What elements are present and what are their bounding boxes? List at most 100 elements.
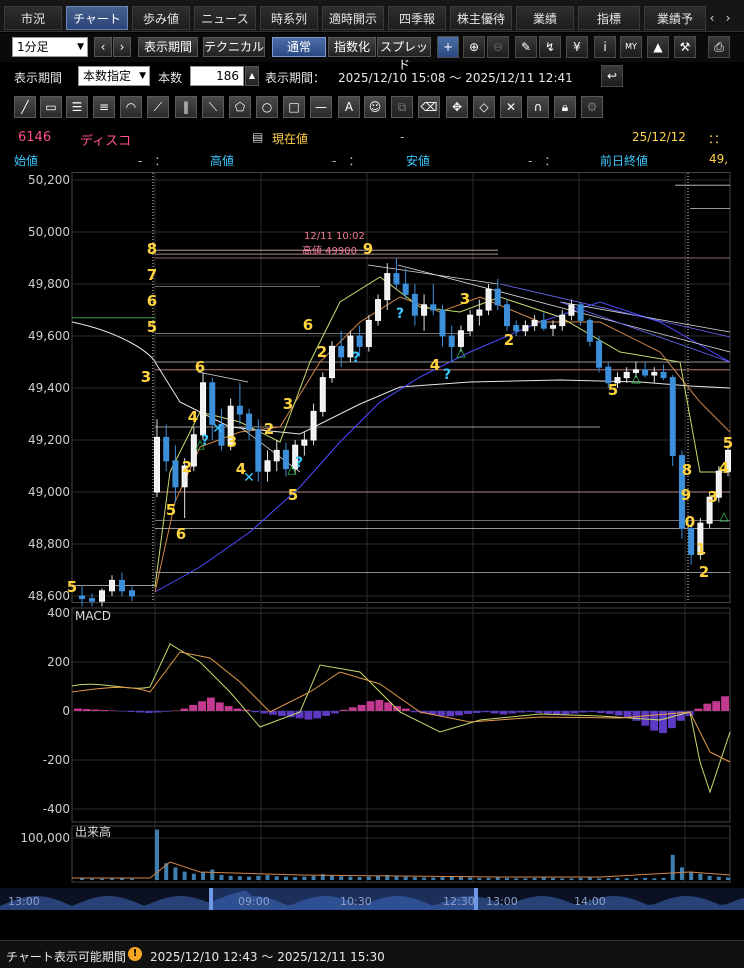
period-button[interactable]: 表示期間	[138, 37, 198, 57]
prev-button[interactable]: ‹	[94, 37, 112, 57]
navigator-window[interactable]	[212, 888, 476, 910]
tab-timeseries[interactable]: 時系列	[260, 6, 318, 30]
trendline-icon[interactable]: ╱	[14, 96, 36, 118]
tab-scroll-left-icon[interactable]: ‹	[709, 11, 715, 25]
pentagon-icon[interactable]: ⬠	[229, 96, 251, 118]
count-input[interactable]: 186	[190, 66, 244, 86]
hline-icon[interactable]: —	[310, 96, 332, 118]
nav-tick-1030: 10:30	[340, 895, 372, 908]
candle-body	[688, 527, 695, 555]
interval-select[interactable]: 1分足 ▼	[12, 37, 88, 57]
candle-body	[109, 579, 115, 592]
zoom-in-icon[interactable]: ⊕	[463, 36, 485, 58]
tab-earnings[interactable]: 業績	[516, 6, 574, 30]
ma-mid	[154, 301, 731, 593]
candle-body	[384, 273, 391, 301]
volume-panel	[71, 825, 731, 883]
technical-button[interactable]: テクニカル	[203, 37, 265, 57]
macd-tick-label: 0	[62, 704, 70, 718]
vlines-icon[interactable]: ‖	[175, 96, 197, 118]
gear-icon[interactable]: ⚙	[581, 96, 603, 118]
rectangle-icon[interactable]: □	[283, 96, 305, 118]
tab-news[interactable]: ニュース	[194, 6, 256, 30]
gann-icon[interactable]: ⟍	[202, 96, 224, 118]
ma-fast	[154, 276, 730, 588]
return-icon[interactable]: ↩	[601, 65, 623, 87]
chart-area[interactable]: 8 7 6 5 3 6 4 2 5 6 3 2 4 3 5 6 2 9 3 4 2 5 8 9 0 1 2 3 4 5 5????? ✕ ✕ △ △…	[0, 172, 744, 910]
tab-indicators[interactable]: 指標	[578, 6, 640, 30]
circle-icon[interactable]: ○	[256, 96, 278, 118]
hlines-icon[interactable]: ☰	[66, 96, 88, 118]
next-button[interactable]: ›	[113, 37, 131, 57]
move-icon[interactable]: ✥	[446, 96, 468, 118]
trend-line	[397, 264, 731, 353]
chevron-down-icon: ▼	[77, 42, 84, 52]
chart-svg[interactable]: 8765364256324356293425890123455?????✕✕△△…	[0, 172, 744, 910]
count-stepper[interactable]: ▲	[245, 66, 259, 86]
tab-forecast[interactable]: 業績予	[644, 6, 706, 30]
cross-marker: ✕	[243, 470, 255, 486]
volume-bar	[606, 878, 611, 880]
stamp-icon[interactable]: ☺	[364, 96, 386, 118]
tab-market[interactable]: 市況	[4, 6, 62, 30]
candle-body	[725, 449, 731, 472]
area-chart-icon[interactable]: ▲	[647, 36, 669, 58]
delete-icon[interactable]: ✕	[500, 96, 522, 118]
volume-bar	[329, 874, 334, 880]
macd-histogram-bar	[348, 707, 357, 711]
volume-bar	[458, 876, 463, 880]
index-mode-button[interactable]: 指数化	[328, 37, 376, 57]
tab-shikiho[interactable]: 四季報	[388, 6, 446, 30]
volume-bar	[339, 876, 344, 880]
candle-body	[678, 455, 685, 529]
wrench-icon[interactable]: ⚒	[674, 36, 696, 58]
candle-body	[513, 325, 520, 332]
navigator-left-handle[interactable]	[209, 888, 213, 910]
sequence-number: 4	[719, 459, 729, 477]
macd-histogram-bar	[552, 711, 561, 715]
volume-bar	[90, 878, 94, 880]
volume-bar	[110, 878, 114, 880]
sequence-number: 7	[147, 266, 157, 284]
sequence-number: 0	[685, 513, 695, 531]
zoom-out-icon[interactable]: ⊖	[487, 36, 509, 58]
my-indicator-icon[interactable]: MY	[620, 36, 642, 58]
question-marker: ?	[396, 306, 404, 322]
tab-scroll-right-icon[interactable]: ›	[725, 11, 731, 25]
tab-chart[interactable]: チャート	[66, 6, 128, 30]
question-marker: ?	[201, 433, 209, 449]
text-icon[interactable]: A	[338, 96, 360, 118]
pencil-icon[interactable]: ✎	[515, 36, 537, 58]
print-icon[interactable]: ⎙	[708, 36, 730, 58]
volume-bar	[679, 867, 684, 880]
navigator-right-handle[interactable]	[474, 888, 478, 910]
analysis-icon[interactable]: ↯	[539, 36, 561, 58]
fib-arc-icon[interactable]: ◠	[120, 96, 142, 118]
period-mode-select[interactable]: 本数指定 ▼	[78, 66, 150, 86]
volume-bar	[504, 877, 509, 880]
tab-yutai[interactable]: 株主優待	[450, 6, 512, 30]
volume-bar	[689, 871, 694, 880]
eraser-icon[interactable]: ◇	[473, 96, 495, 118]
volume-bar	[191, 873, 196, 880]
candle-body	[531, 319, 538, 327]
add-icon[interactable]: +	[437, 36, 459, 58]
info-icon[interactable]: i	[594, 36, 616, 58]
price-tick-label: 48,800	[28, 537, 70, 551]
ruler-icon[interactable]: ▭	[40, 96, 62, 118]
macd-histogram-bar	[579, 711, 588, 713]
magnet-icon[interactable]: ∩	[527, 96, 549, 118]
erase-icon[interactable]: ⌫	[418, 96, 440, 118]
lock-icon[interactable]: 🔒︎	[554, 96, 576, 118]
macd-histogram-bar	[198, 701, 206, 711]
yen-icon[interactable]: ¥	[566, 36, 588, 58]
channel-icon[interactable]: ≡	[93, 96, 115, 118]
tab-disclosure[interactable]: 適時開示	[322, 6, 384, 30]
available-period-label: チャート表示可能期間	[6, 950, 126, 964]
volume-title: 出来高	[75, 824, 111, 839]
spread-mode-button[interactable]: スプレッド	[377, 37, 431, 72]
group-icon[interactable]: ⧉	[391, 96, 413, 118]
tab-ticks[interactable]: 歩み値	[132, 6, 190, 30]
fan-icon[interactable]: ⟋	[147, 96, 169, 118]
normal-mode-button[interactable]: 通常	[272, 37, 326, 57]
